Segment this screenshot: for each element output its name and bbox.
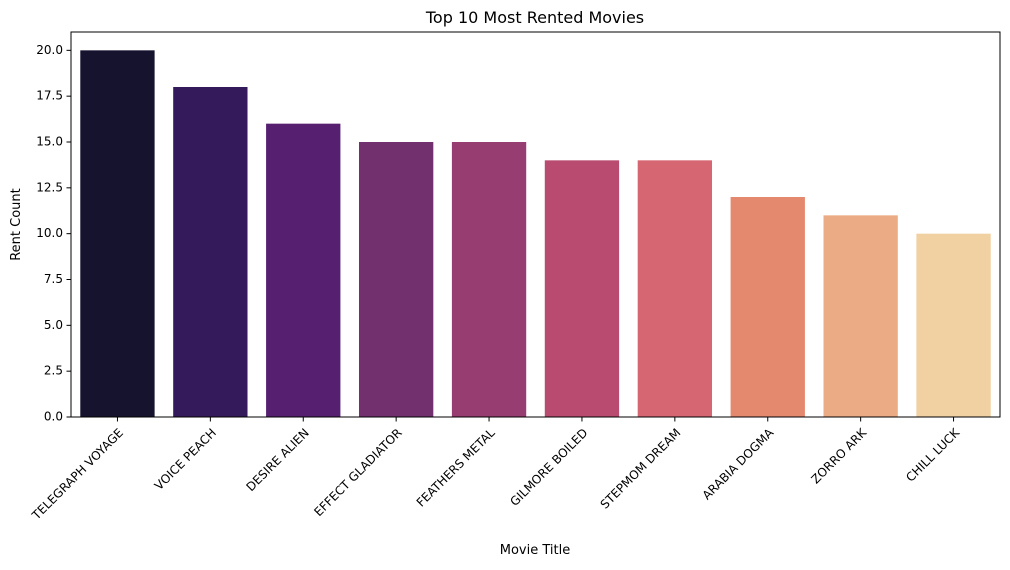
bar [358, 142, 434, 417]
x-tick-label: STEPMOM DREAM [598, 426, 684, 512]
x-tick-label: FEATHERS METAL [414, 425, 498, 509]
plot-area-frame [70, 31, 1001, 418]
x-axis-label: Movie Title [500, 543, 570, 558]
bar [80, 50, 155, 417]
x-tick-label: EFFECT GLADIATOR [311, 426, 404, 519]
y-tick-label: 7.5 [44, 272, 63, 286]
bar [173, 87, 248, 417]
chart-title: Top 10 Most Rented Movies [425, 8, 644, 27]
x-tick-label: ARABIA DOGMA [700, 425, 777, 502]
y-tick-label: 2.5 [44, 364, 63, 378]
bar [823, 215, 898, 417]
bar [637, 160, 713, 418]
bar [916, 233, 991, 417]
y-axis: 0.0 2.5 5.0 7.5 10.0 12.5 15.0 17.5 20.0 [36, 43, 71, 424]
x-tick-label: GILMORE BOILED [507, 426, 590, 509]
y-tick-label: 10.0 [36, 226, 63, 240]
bar [730, 197, 805, 417]
x-tick-label: DESIRE ALIEN [243, 426, 311, 494]
x-tick-label: ZORRO ARK [808, 425, 870, 487]
y-tick-label: 17.5 [36, 89, 63, 103]
bar [451, 142, 527, 417]
bars-layer [80, 50, 991, 418]
x-tick-label: CHILL LUCK [903, 425, 963, 485]
y-tick-label: 5.0 [44, 318, 63, 332]
x-tick-label: TELEGRAPH VOYAGE [29, 426, 126, 523]
y-tick-label: 15.0 [36, 135, 63, 149]
y-tick-label: 12.5 [36, 180, 63, 194]
y-tick-label: 20.0 [36, 43, 63, 57]
x-axis: TELEGRAPH VOYAGE VOICE PEACH DESIRE ALIEN E… [29, 417, 963, 523]
x-tick-label: VOICE PEACH [152, 426, 219, 493]
y-axis-label: Rent Count [9, 188, 24, 261]
bar [544, 160, 620, 418]
bar [266, 123, 341, 418]
y-tick-label: 0.0 [44, 410, 63, 424]
